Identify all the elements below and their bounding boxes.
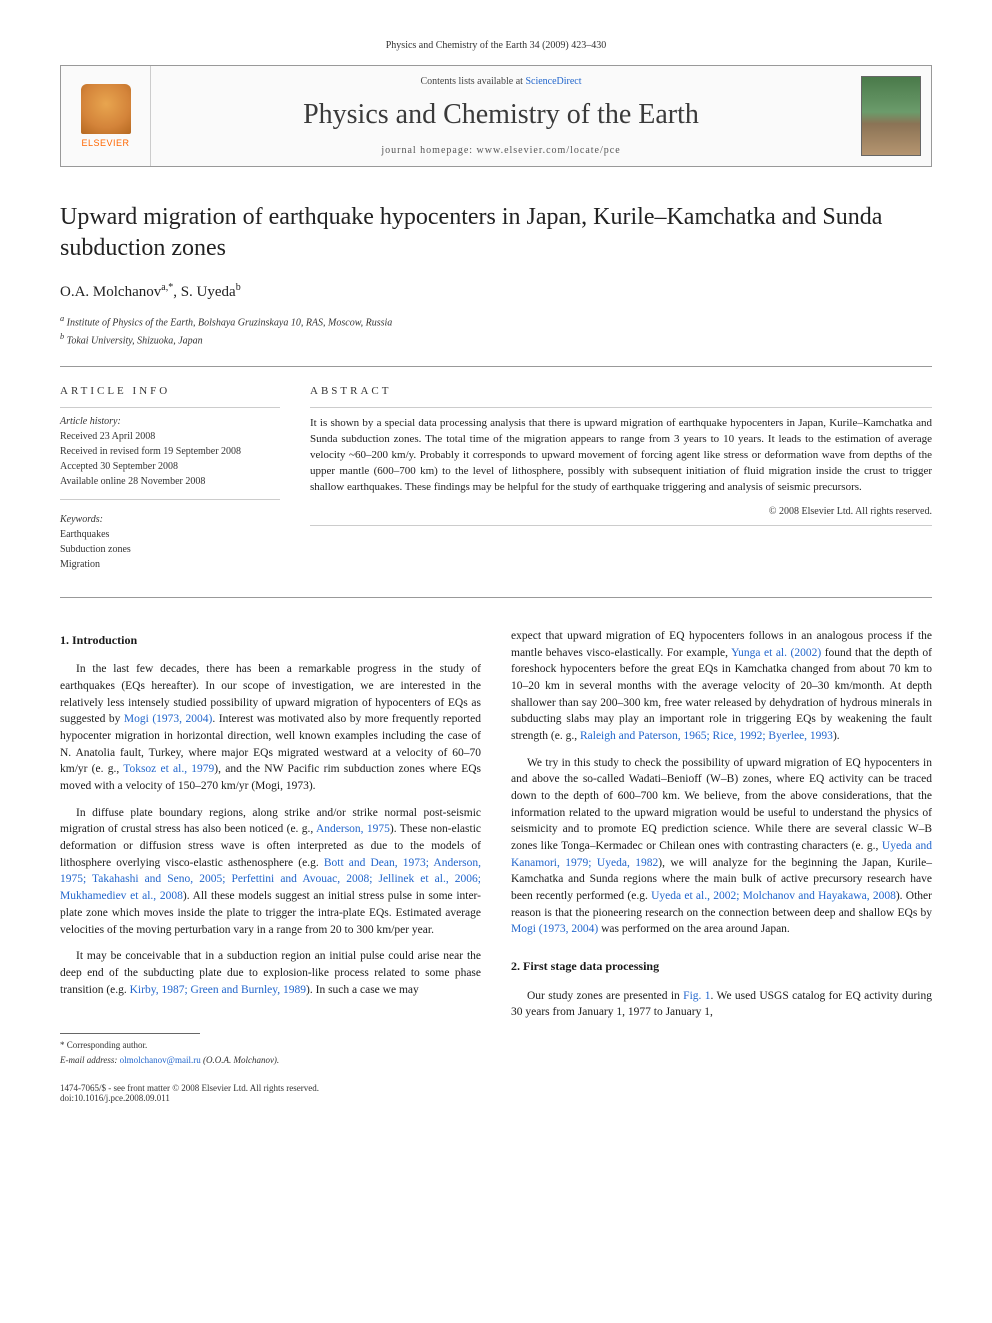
abstract-column: ABSTRACT It is shown by a special data p…: [310, 385, 932, 572]
article-info: ARTICLE INFO Article history: Received 2…: [60, 385, 280, 572]
bottom-line: 1474-7065/$ - see front matter © 2008 El…: [60, 1083, 932, 1103]
ref-link[interactable]: Yunga et al. (2002): [731, 647, 821, 659]
divider: [60, 597, 932, 598]
affiliations: a Institute of Physics of the Earth, Bol…: [60, 313, 932, 348]
body-para: In the last few decades, there has been …: [60, 661, 481, 794]
contents-prefix: Contents lists available at: [420, 76, 525, 87]
footer-divider: [60, 1033, 200, 1034]
footer-area: * Corresponding author. E-mail address: …: [60, 1033, 481, 1067]
ref-link[interactable]: Toksoz et al., 1979: [123, 763, 214, 775]
body-para: It may be conceivable that in a subducti…: [60, 948, 481, 998]
authors: O.A. Molchanova,*, S. Uyedab: [60, 282, 932, 301]
abstract-text: It is shown by a special data processing…: [310, 416, 932, 496]
article-title: Upward migration of earthquake hypocente…: [60, 202, 932, 264]
contents-line: Contents lists available at ScienceDirec…: [161, 76, 841, 87]
section-2-heading: 2. First stage data processing: [511, 958, 932, 975]
ref-link[interactable]: Kirby, 1987; Green and Burnley, 1989: [130, 984, 306, 996]
divider: [60, 366, 932, 367]
body-para: expect that upward migration of EQ hypoc…: [511, 628, 932, 745]
affiliation-b: b Tokai University, Shizuoka, Japan: [60, 331, 932, 348]
body-para: In diffuse plate boundary regions, along…: [60, 805, 481, 938]
corresponding-author: * Corresponding author.: [60, 1039, 481, 1052]
info-heading: ARTICLE INFO: [60, 385, 280, 397]
email-link[interactable]: olmolchanov@mail.ru: [120, 1055, 201, 1065]
author-1: O.A. Molchanov: [60, 284, 161, 300]
publisher-logo: ELSEVIER: [61, 66, 151, 166]
history-item: Available online 28 November 2008: [60, 474, 280, 489]
history-label: Article history:: [60, 416, 280, 427]
body-right-column: expect that upward migration of EQ hypoc…: [511, 628, 932, 1067]
keyword-item: Subduction zones: [60, 542, 280, 557]
elsevier-tree-icon: [81, 84, 131, 134]
header-box: ELSEVIER Contents lists available at Sci…: [60, 65, 932, 167]
history-item: Accepted 30 September 2008: [60, 459, 280, 474]
email-line: E-mail address: olmolchanov@mail.ru (O.O…: [60, 1054, 481, 1067]
keyword-item: Earthquakes: [60, 527, 280, 542]
body-columns: 1. Introduction In the last few decades,…: [60, 628, 932, 1067]
journal-name: Physics and Chemistry of the Earth: [161, 99, 841, 131]
author-1-sup: a,*: [161, 282, 173, 293]
ref-link[interactable]: Fig. 1: [683, 990, 710, 1002]
body-left-column: 1. Introduction In the last few decades,…: [60, 628, 481, 1067]
body-para: Our study zones are presented in Fig. 1.…: [511, 988, 932, 1021]
ref-link[interactable]: Raleigh and Paterson, 1965; Rice, 1992; …: [580, 730, 833, 742]
journal-cover: [851, 66, 931, 166]
homepage-line: journal homepage: www.elsevier.com/locat…: [161, 145, 841, 156]
homepage-prefix: journal homepage:: [381, 145, 476, 156]
keyword-item: Migration: [60, 557, 280, 572]
section-1-heading: 1. Introduction: [60, 632, 481, 649]
header-center: Contents lists available at ScienceDirec…: [151, 66, 851, 166]
history-item: Received 23 April 2008: [60, 429, 280, 444]
affiliation-a: a Institute of Physics of the Earth, Bol…: [60, 313, 932, 330]
author-2-sup: b: [236, 282, 241, 293]
issn-line: 1474-7065/$ - see front matter © 2008 El…: [60, 1083, 319, 1103]
journal-header-line: Physics and Chemistry of the Earth 34 (2…: [60, 40, 932, 51]
body-para: We try in this study to check the possib…: [511, 755, 932, 938]
ref-link[interactable]: Mogi (1973, 2004): [124, 713, 213, 725]
ref-link[interactable]: Mogi (1973, 2004): [511, 923, 598, 935]
abstract-copyright: © 2008 Elsevier Ltd. All rights reserved…: [310, 506, 932, 517]
homepage-url: www.elsevier.com/locate/pce: [477, 145, 621, 156]
cover-thumbnail-icon: [861, 76, 921, 156]
abstract-heading: ABSTRACT: [310, 385, 932, 397]
sciencedirect-link[interactable]: ScienceDirect: [525, 76, 581, 87]
history-item: Received in revised form 19 September 20…: [60, 444, 280, 459]
ref-link[interactable]: Anderson, 1975: [316, 823, 390, 835]
publisher-label: ELSEVIER: [81, 138, 129, 148]
info-abstract-row: ARTICLE INFO Article history: Received 2…: [60, 385, 932, 572]
ref-link[interactable]: Uyeda et al., 2002; Molchanov and Hayaka…: [651, 890, 896, 902]
author-2: , S. Uyeda: [173, 284, 236, 300]
keywords-label: Keywords:: [60, 514, 280, 525]
